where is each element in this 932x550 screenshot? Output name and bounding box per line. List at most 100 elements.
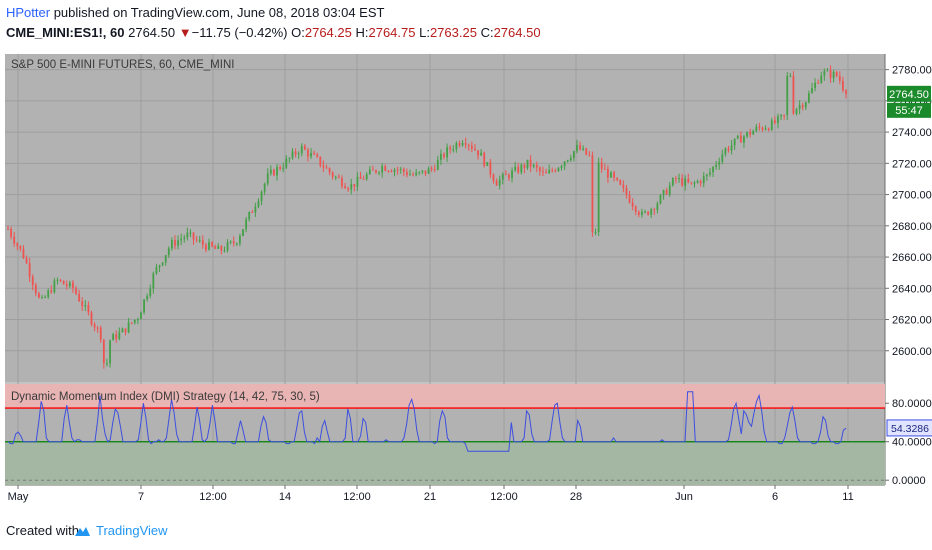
candle-body: [251, 211, 254, 213]
candle-body: [783, 114, 786, 116]
candle-body: [483, 152, 486, 166]
candle-body: [384, 166, 387, 171]
price-tick-label: 2700.00: [892, 190, 932, 202]
candle-body: [699, 181, 702, 184]
dmi-line: [7, 391, 847, 452]
candle-body: [362, 178, 365, 180]
candle-body: [28, 263, 31, 277]
last-price: 2764.50: [128, 25, 176, 40]
candle-body: [412, 174, 414, 176]
price-tick-label: 2640.00: [892, 283, 932, 295]
candle-body: [498, 179, 501, 186]
candle-body: [307, 149, 309, 157]
footer: Created with TradingView: [0, 508, 932, 550]
candle-body: [263, 183, 266, 192]
candle-body: [285, 159, 288, 168]
candle-body: [143, 299, 145, 313]
candle-body: [381, 166, 384, 173]
candle-body: [823, 71, 826, 76]
candle-body: [288, 157, 291, 160]
tradingview-cloud-icon[interactable]: [72, 523, 92, 539]
candle-body: [140, 312, 142, 320]
candle-body: [254, 206, 257, 213]
candle-body: [786, 75, 789, 116]
candle-body: [257, 201, 260, 207]
candle-body: [764, 128, 767, 130]
x-tick-label: Jun: [675, 491, 693, 503]
candle-body: [90, 312, 93, 325]
candle-body: [625, 187, 628, 196]
chart-canvas[interactable]: May 7 12:00 14 12:00 21 12:00 28 Jun 6 11 2780.00 27…: [0, 48, 932, 508]
x-tick-label: 6: [772, 491, 778, 503]
candle-body: [393, 169, 396, 172]
candle-body: [792, 75, 795, 114]
candle-body: [387, 170, 390, 172]
candle-body: [761, 127, 764, 130]
candle-body: [795, 109, 798, 114]
x-tick-label: 12:00: [490, 491, 518, 503]
candle-body: [297, 153, 300, 155]
candle-body: [804, 102, 807, 108]
candle-body: [622, 184, 625, 188]
candle-body: [81, 301, 84, 307]
candle-body: [402, 168, 405, 172]
author-link[interactable]: HPotter: [6, 5, 51, 20]
candle-body: [817, 82, 820, 84]
candle-body: [572, 151, 575, 158]
high-label: H:: [355, 25, 369, 40]
candle-body: [798, 105, 801, 110]
candle-body: [634, 206, 637, 212]
close-value: 2764.50: [493, 25, 541, 40]
candle-body: [50, 290, 53, 293]
x-tick-label: May: [8, 491, 29, 503]
candle-body: [560, 166, 563, 168]
candle-body: [127, 322, 130, 333]
candle-body: [495, 181, 498, 186]
candle-body: [409, 174, 411, 176]
tradingview-link[interactable]: TradingView: [96, 523, 168, 538]
candle-body: [47, 290, 50, 297]
candle-body: [653, 209, 656, 211]
candle-body: [239, 235, 241, 244]
price-candles: [7, 65, 847, 369]
candle-body: [390, 170, 393, 172]
candle-body: [832, 72, 835, 79]
low-label: L:: [419, 25, 430, 40]
symbol-name: CME_MINI:ES1!, 60: [6, 25, 125, 40]
candle-body: [591, 155, 594, 233]
candle-body: [644, 211, 646, 213]
time-axis-area[interactable]: [0, 485, 932, 508]
candle-body: [328, 168, 331, 173]
candle-body: [514, 166, 517, 171]
candle-body: [752, 130, 755, 135]
candle-body: [449, 147, 452, 150]
last-price-label: 2764.50: [889, 89, 929, 101]
candle-body: [678, 177, 680, 180]
price-tick-label: 2600.00: [892, 346, 932, 358]
candle-body: [594, 232, 597, 234]
price-tick-label: 2780.00: [892, 65, 932, 77]
created-with-text: Created with: [6, 523, 79, 538]
overbought-band: [5, 384, 885, 409]
candle-body: [109, 340, 111, 364]
candle-body: [208, 242, 210, 250]
candle-body: [235, 243, 238, 245]
candle-body: [631, 202, 634, 207]
candle-body: [174, 240, 176, 246]
candle-body: [637, 211, 640, 215]
candle-body: [232, 241, 235, 244]
candle-body: [87, 305, 90, 313]
candle-body: [399, 168, 402, 170]
bar-countdown-label: 55:47: [895, 105, 923, 117]
candle-body: [41, 297, 43, 299]
candle-body: [300, 146, 303, 154]
candle-body: [845, 90, 847, 94]
dmi-tick-label: 40.0000: [892, 437, 932, 449]
candle-body: [53, 280, 56, 293]
candle-body: [529, 159, 532, 167]
last-price-tag: [887, 85, 931, 102]
x-tick-label: 11: [842, 491, 853, 503]
candle-body: [226, 242, 229, 251]
candle-body: [727, 148, 730, 151]
candle-body: [675, 178, 677, 180]
